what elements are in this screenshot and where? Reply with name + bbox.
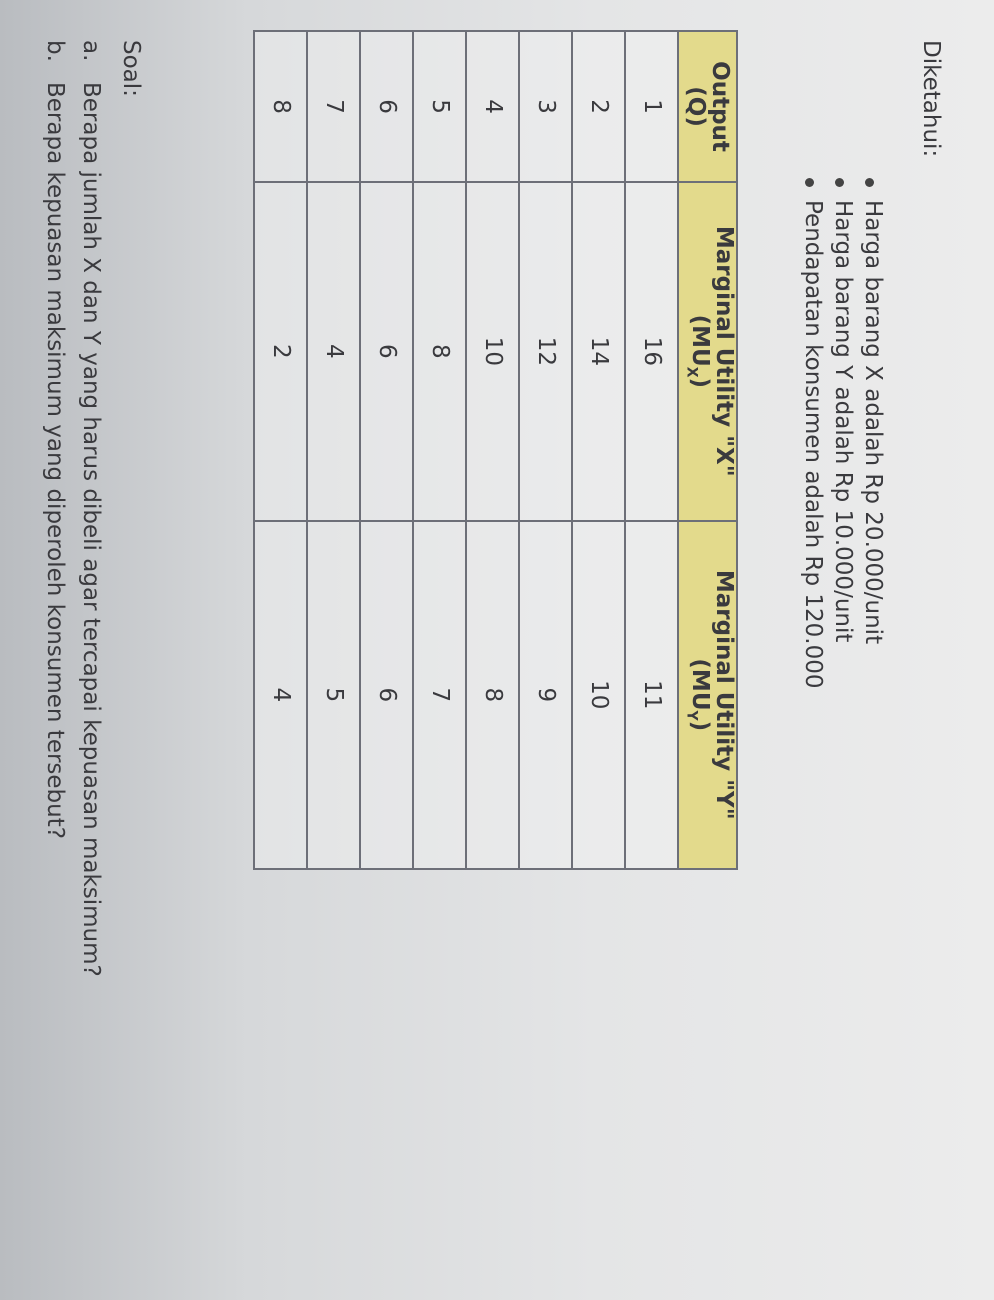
table-row: 1 16 11 — [625, 31, 679, 869]
marginal-utility-table: Output (Q) Marginal Utility "X" (MUX) Marg… — [253, 30, 738, 870]
header-mux: Marginal Utility "X" (MUX) — [678, 182, 737, 521]
table-row: 3 12 9 — [519, 31, 573, 869]
cell-mux: 10 — [466, 182, 520, 521]
table-header-row: Output (Q) Marginal Utility "X" (MUX) Marg… — [678, 31, 737, 869]
header-output: Output (Q) — [678, 31, 737, 183]
cell-mux: 4 — [307, 182, 361, 521]
cell-output: 6 — [360, 31, 414, 183]
cell-mux: 12 — [519, 182, 573, 521]
bullet-icon — [835, 178, 844, 187]
cell-mux: 6 — [360, 182, 414, 521]
known-item: Pendapatan konsumen adalah Rp 120.000 — [800, 200, 826, 689]
cell-output: 8 — [254, 31, 308, 183]
cell-output: 2 — [572, 31, 626, 183]
cell-muy: 11 — [625, 520, 679, 869]
cell-muy: 5 — [307, 520, 361, 869]
question-b: Berapa kepuasan maksimum yang diperoleh … — [42, 82, 68, 839]
question-marker: a. — [78, 40, 104, 62]
cell-output: 7 — [307, 31, 361, 183]
cell-muy: 10 — [572, 520, 626, 869]
bullet-icon — [805, 178, 814, 187]
known-item: Harga barang X adalah Rp 20.000/unit — [860, 200, 886, 645]
cell-output: 1 — [625, 31, 679, 183]
cell-output: 3 — [519, 31, 573, 183]
cell-muy: 6 — [360, 520, 414, 869]
cell-output: 5 — [413, 31, 467, 183]
table-row: 2 14 10 — [572, 31, 626, 869]
questions-label: Soal: — [118, 40, 144, 97]
bullet-icon — [865, 178, 874, 187]
question-marker: b. — [42, 40, 68, 62]
header-muy: Marginal Utility "Y" (MUY) — [678, 520, 737, 869]
cell-mux: 14 — [572, 182, 626, 521]
cell-muy: 8 — [466, 520, 520, 869]
cell-output: 4 — [466, 31, 520, 183]
known-label: Diketahui: — [918, 40, 944, 158]
cell-mux: 2 — [254, 182, 308, 521]
cell-muy: 7 — [413, 520, 467, 869]
table-row: 4 10 8 — [466, 31, 520, 869]
cell-muy: 4 — [254, 520, 308, 869]
cell-mux: 8 — [413, 182, 467, 521]
question-a: Berapa jumlah X dan Y yang harus dibeli … — [78, 82, 104, 977]
cell-mux: 16 — [625, 182, 679, 521]
known-item: Harga barang Y adalah Rp 10.000/unit — [830, 200, 856, 643]
cell-muy: 9 — [519, 520, 573, 869]
